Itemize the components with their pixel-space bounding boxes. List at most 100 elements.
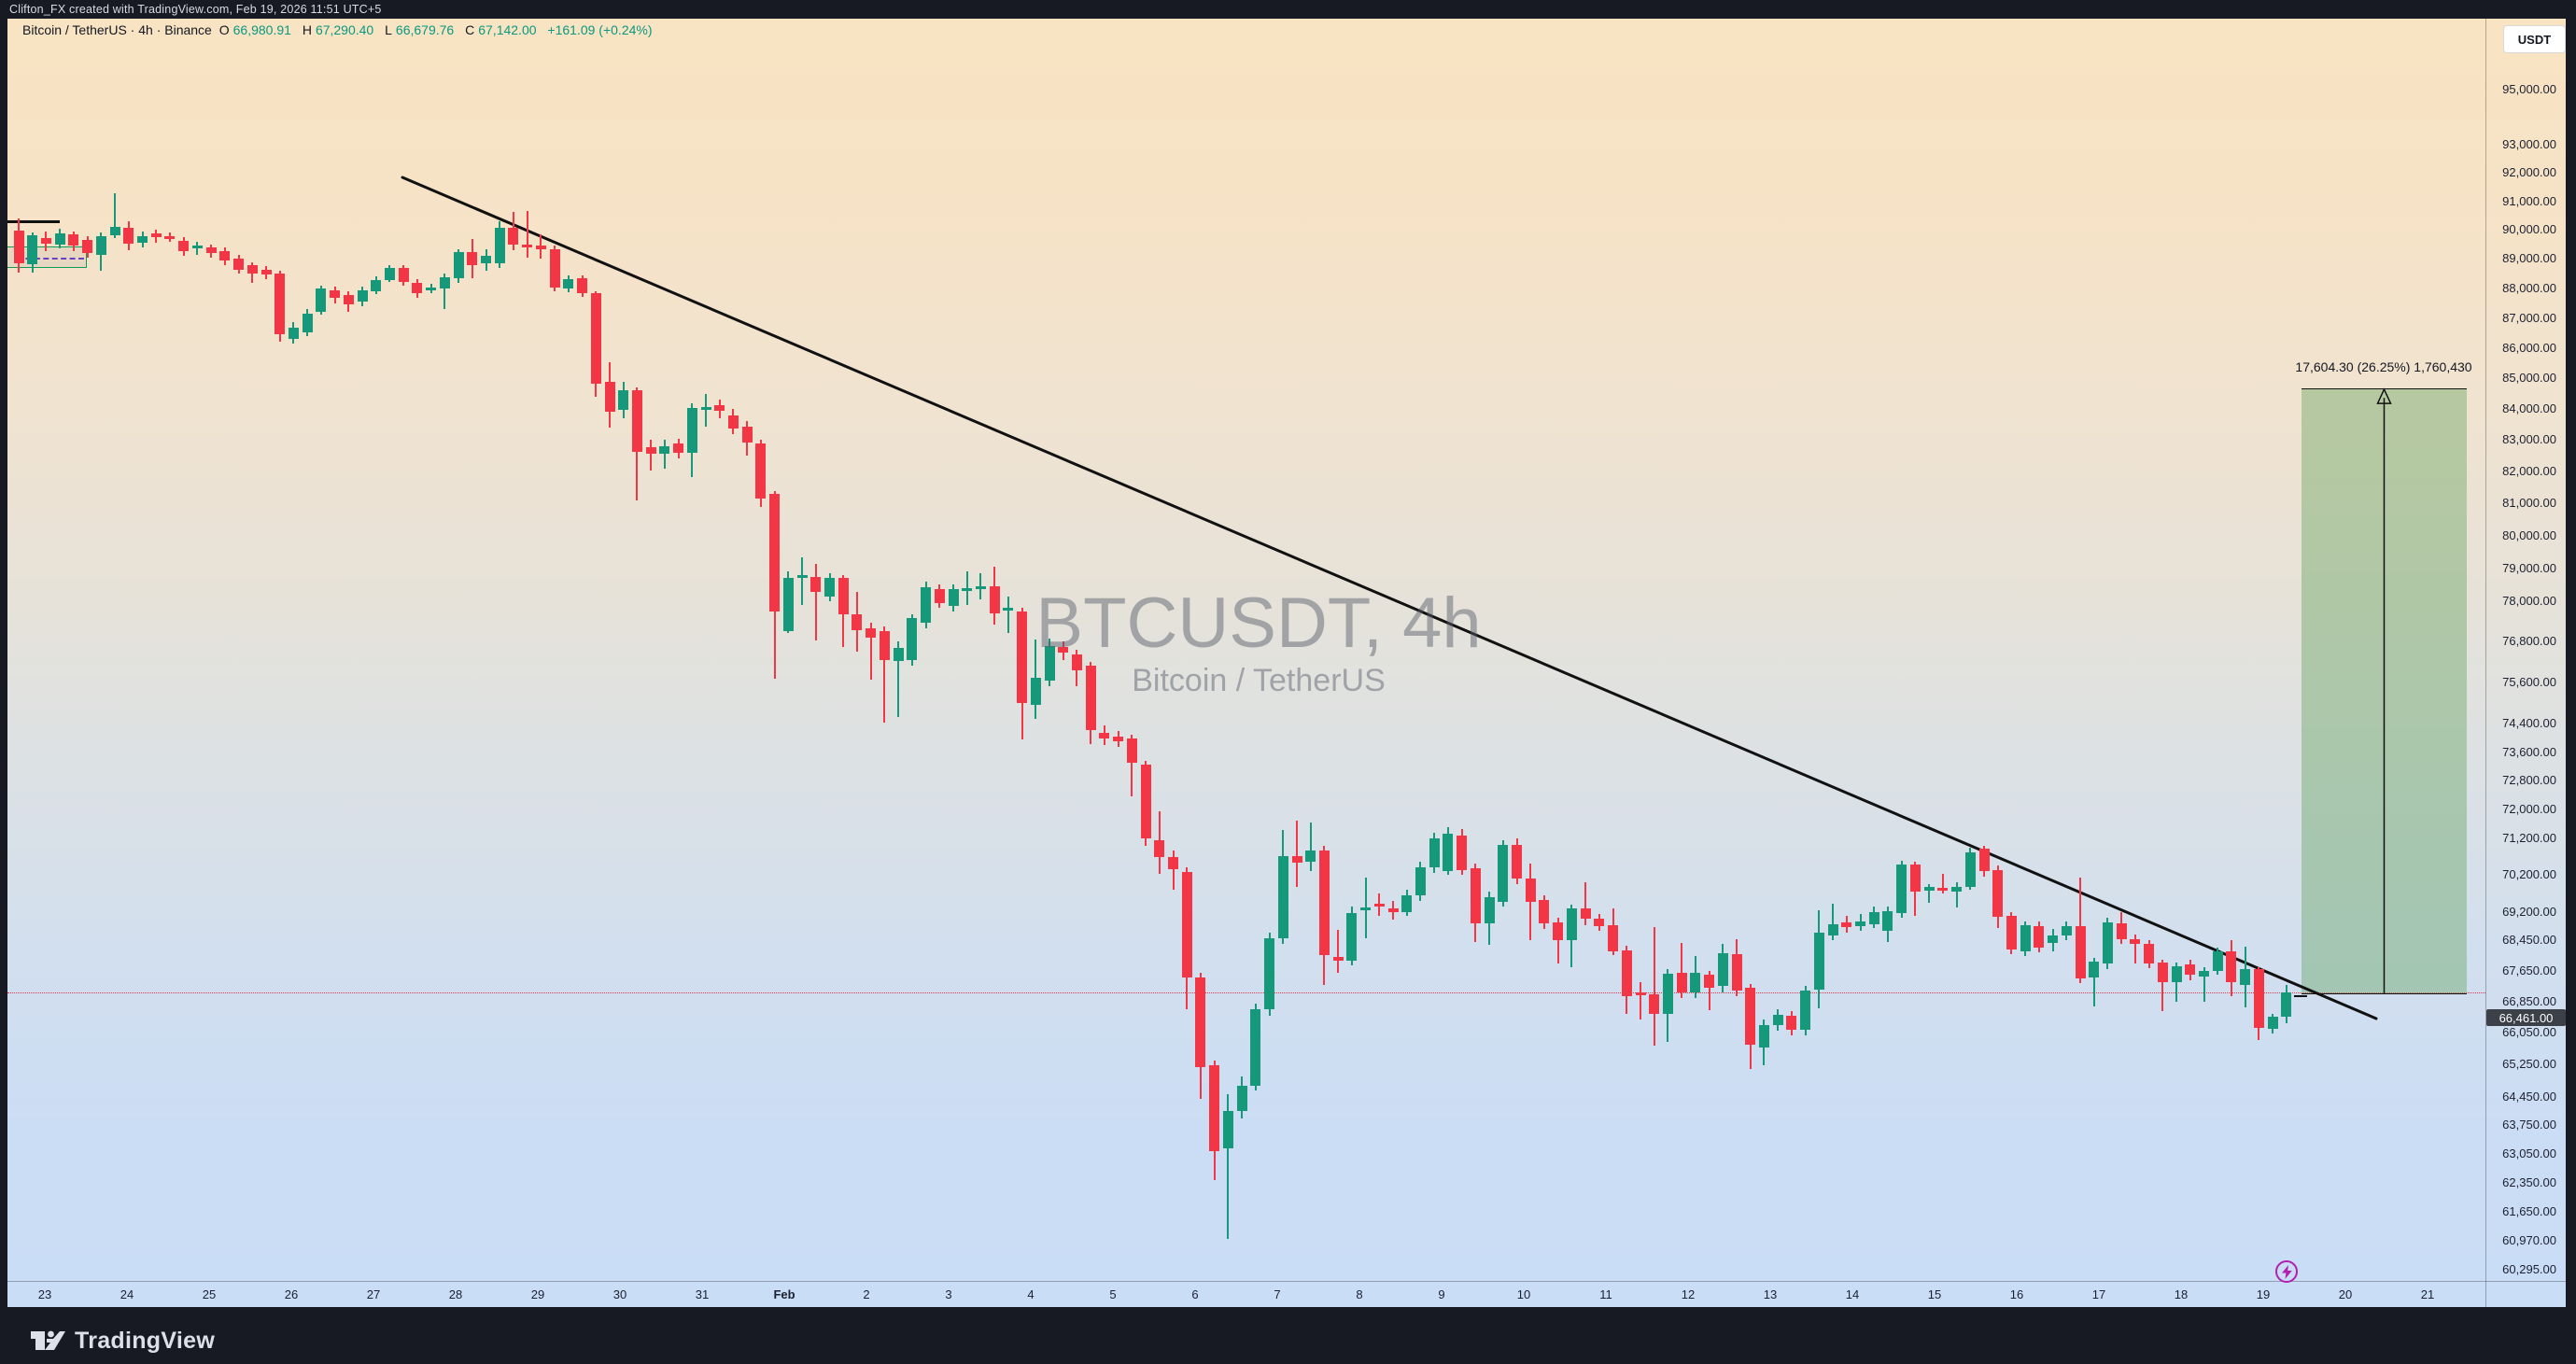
candle	[2185, 963, 2196, 975]
candle	[2130, 939, 2141, 944]
candle	[1429, 837, 1440, 868]
price-tick-label: 79,000.00	[2502, 560, 2556, 575]
candle	[1553, 921, 1564, 940]
candle	[205, 247, 217, 253]
candle	[1154, 840, 1165, 857]
price-axis-separator	[2485, 19, 2486, 1307]
candle	[1525, 878, 1536, 902]
candle	[1360, 907, 1372, 910]
candle	[1085, 666, 1096, 730]
measure-range-box[interactable]	[2302, 388, 2467, 993]
lightning-event-icon[interactable]	[2275, 1260, 2298, 1283]
time-tick-label: 13	[1763, 1287, 1778, 1301]
candle-wick	[1832, 904, 1834, 941]
entry-dashed-line[interactable]	[17, 258, 84, 260]
candle-wick	[526, 210, 528, 258]
candle-wick	[1584, 882, 1587, 926]
candle	[590, 293, 601, 384]
horizontal-level-line[interactable]	[7, 220, 60, 223]
candle	[109, 226, 120, 236]
candle	[508, 227, 519, 246]
measure-tool-label[interactable]: 17,604.30 (26.25%) 1,760,430	[2295, 359, 2472, 374]
candle	[2020, 925, 2031, 951]
candle	[467, 251, 478, 265]
measure-box-bottom-line	[2302, 993, 2467, 994]
symbol-legend[interactable]: Bitcoin / TetherUS · 4h · Binance O 66,98…	[22, 22, 656, 37]
time-tick-label: 24	[120, 1287, 134, 1301]
price-tick-label: 81,000.00	[2502, 496, 2556, 511]
time-tick-label: 2	[863, 1287, 870, 1301]
candle	[1621, 950, 1632, 997]
candle	[727, 415, 739, 429]
candle	[535, 245, 546, 249]
time-tick-label: 23	[37, 1287, 52, 1301]
time-axis-separator	[7, 1281, 2566, 1282]
candle	[1113, 737, 1124, 742]
time-tick-label: 8	[1356, 1287, 1363, 1301]
candle	[123, 227, 134, 244]
candle	[2102, 921, 2113, 963]
candle	[1030, 677, 1041, 706]
candle	[549, 248, 560, 288]
tradingview-logo[interactable]: TradingView	[31, 1326, 215, 1356]
candle	[1662, 974, 1673, 1014]
candle	[645, 447, 656, 455]
candle	[2144, 943, 2155, 963]
price-tick-label: 92,000.00	[2502, 165, 2556, 180]
candle	[426, 287, 437, 290]
candle	[700, 406, 711, 410]
time-tick-label: 15	[1927, 1287, 1942, 1301]
candle	[755, 443, 767, 499]
ohlc-high: H 67,290.40	[302, 22, 374, 37]
candle-wick	[1131, 734, 1133, 796]
price-tick-label: 71,200.00	[2502, 830, 2556, 845]
candle	[2212, 951, 2223, 971]
candle	[1580, 907, 1591, 920]
time-tick-label: 6	[1191, 1287, 1199, 1301]
candle	[1318, 850, 1330, 955]
currency-toggle-button[interactable]: USDT	[2503, 25, 2566, 53]
price-tick-label: 67,650.00	[2502, 963, 2556, 977]
candle-wick	[1172, 851, 1175, 891]
candle	[989, 585, 1000, 614]
candle	[879, 631, 890, 661]
candle	[714, 405, 725, 412]
candle	[2253, 969, 2264, 1029]
ohlc-open: O 66,980.91	[218, 22, 291, 37]
price-tick-label: 76,800.00	[2502, 634, 2556, 649]
candle	[1717, 952, 1728, 987]
price-tick-label: 68,450.00	[2502, 933, 2556, 948]
candle	[82, 240, 93, 253]
candle-wick	[650, 440, 653, 471]
candle	[1222, 1110, 1233, 1149]
price-alert-line[interactable]	[7, 991, 2485, 993]
candle	[1415, 867, 1426, 895]
candle	[13, 230, 24, 263]
candle	[1044, 645, 1055, 682]
candle	[618, 389, 629, 410]
candle	[164, 236, 176, 240]
time-tick-label: 29	[530, 1287, 545, 1301]
candle	[1332, 956, 1344, 961]
candle	[1071, 654, 1082, 670]
candle-wick	[1928, 883, 1931, 903]
candle	[1882, 910, 1893, 931]
candle	[1649, 994, 1660, 1014]
time-tick-label: 27	[366, 1287, 381, 1301]
candle	[673, 443, 684, 454]
candle	[453, 251, 464, 279]
candle-wick	[663, 440, 666, 469]
candle-wick	[1227, 1094, 1230, 1240]
candle-wick	[814, 563, 817, 640]
candle	[178, 241, 190, 251]
price-tick-label: 83,000.00	[2502, 432, 2556, 447]
candle	[522, 244, 533, 247]
candle	[1305, 850, 1316, 863]
candle	[975, 586, 986, 590]
candle-wick	[1337, 930, 1340, 973]
candle	[246, 264, 258, 274]
candle	[1058, 646, 1069, 654]
candle	[439, 276, 450, 289]
candle	[2171, 966, 2182, 983]
